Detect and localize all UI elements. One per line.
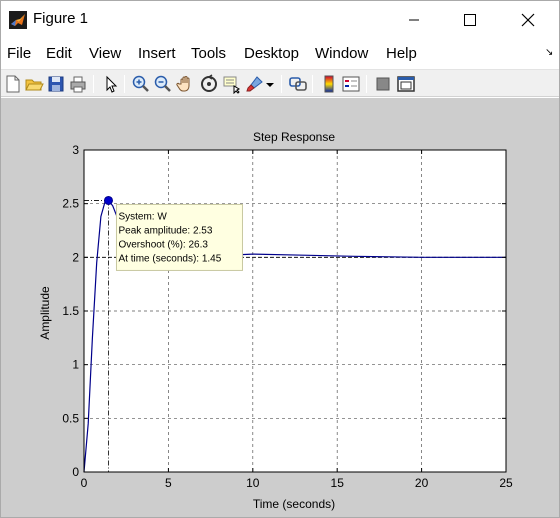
y-tick-label: 1.5 bbox=[62, 304, 79, 318]
menu-insert[interactable]: Insert bbox=[138, 45, 176, 62]
menu-view[interactable]: View bbox=[89, 45, 122, 62]
maximize-icon bbox=[464, 14, 476, 26]
menu-file[interactable]: File bbox=[7, 45, 32, 62]
toolbar-separator bbox=[124, 75, 125, 93]
rotate-3d-icon[interactable] bbox=[199, 74, 219, 94]
brush-icon[interactable] bbox=[245, 74, 265, 94]
zoom-in-icon[interactable] bbox=[131, 74, 151, 94]
data-tip-overshoot: Overshoot (%): 26.3 bbox=[118, 239, 208, 250]
toolbar-separator bbox=[281, 75, 282, 93]
legend-icon[interactable] bbox=[341, 74, 361, 94]
x-tick-label: 10 bbox=[246, 476, 260, 490]
menu-desktop[interactable]: Desktop bbox=[244, 45, 300, 62]
save-icon[interactable] bbox=[46, 74, 66, 94]
edit-plot-arrow-icon[interactable] bbox=[101, 74, 121, 94]
step-response-plot: Step Response 0 5 10 15 20 25 0 0.5 1 1.5 2 2.5 3 Ti… bbox=[38, 130, 513, 511]
data-cursor-icon[interactable] bbox=[222, 74, 242, 94]
data-tip-system: System: W bbox=[118, 211, 167, 222]
dock-arrow-icon[interactable]: ↘ bbox=[545, 47, 554, 58]
maximize-button[interactable] bbox=[447, 1, 493, 39]
minimize-icon bbox=[409, 19, 419, 21]
menu-tools[interactable]: Tools bbox=[191, 45, 227, 62]
y-tick-label: 2 bbox=[72, 250, 79, 264]
figure-canvas: Step Response 0 5 10 15 20 25 0 0.5 1 1.5 2 2.5 3 Ti… bbox=[1, 98, 559, 517]
title-bar: Figure 1 bbox=[1, 1, 559, 39]
close-button[interactable] bbox=[505, 1, 551, 39]
data-tip[interactable]: System: W Peak amplitude: 2.53 Overshoot… bbox=[115, 203, 243, 271]
toolbar-separator bbox=[93, 75, 94, 93]
y-tick-label: 2.5 bbox=[62, 197, 79, 211]
matlab-logo-icon bbox=[9, 11, 27, 29]
axis-ticks: 0 5 10 15 20 25 0 0.5 1 1.5 2 2.5 3 bbox=[62, 143, 513, 490]
x-tick-label: 5 bbox=[165, 476, 172, 490]
peak-marker bbox=[103, 195, 113, 205]
y-axis-label: Amplitude bbox=[38, 286, 52, 340]
x-tick-label: 0 bbox=[81, 476, 88, 490]
data-tip-peak-amplitude: Peak amplitude: 2.53 bbox=[118, 225, 212, 236]
x-axis-label: Time (seconds) bbox=[253, 497, 335, 511]
window-title: Figure 1 bbox=[33, 10, 89, 27]
colorbar-icon[interactable] bbox=[319, 74, 339, 94]
close-icon bbox=[521, 13, 535, 27]
zoom-out-icon[interactable] bbox=[153, 74, 173, 94]
show-plot-tools-icon[interactable] bbox=[396, 74, 416, 94]
x-tick-label: 25 bbox=[499, 476, 513, 490]
menu-window[interactable]: Window bbox=[315, 45, 369, 62]
hide-plot-tools-icon[interactable] bbox=[373, 74, 393, 94]
menu-bar: File Edit View Insert Tools Desktop Wind… bbox=[1, 41, 559, 67]
y-tick-label: 1 bbox=[72, 358, 79, 372]
y-tick-label: 3 bbox=[72, 143, 79, 157]
data-tip-time: At time (seconds): 1.45 bbox=[118, 253, 221, 264]
toolbar-separator bbox=[312, 75, 313, 93]
open-file-icon[interactable] bbox=[24, 74, 44, 94]
link-plot-icon[interactable] bbox=[288, 74, 308, 94]
data-tip-box bbox=[115, 203, 243, 271]
minimize-button[interactable] bbox=[391, 1, 437, 39]
new-figure-icon[interactable] bbox=[3, 74, 23, 94]
menu-help[interactable]: Help bbox=[386, 45, 417, 62]
y-tick-label: 0.5 bbox=[62, 411, 79, 425]
x-tick-label: 15 bbox=[331, 476, 345, 490]
pan-hand-icon[interactable] bbox=[176, 74, 196, 94]
y-tick-label: 0 bbox=[72, 465, 79, 479]
menu-edit[interactable]: Edit bbox=[46, 45, 72, 62]
chart-title: Step Response bbox=[253, 130, 335, 144]
x-tick-label: 20 bbox=[415, 476, 429, 490]
print-icon[interactable] bbox=[68, 74, 88, 94]
figure-toolbar bbox=[1, 69, 559, 97]
toolbar-separator bbox=[366, 75, 367, 93]
brush-dropdown-icon[interactable] bbox=[264, 74, 276, 94]
